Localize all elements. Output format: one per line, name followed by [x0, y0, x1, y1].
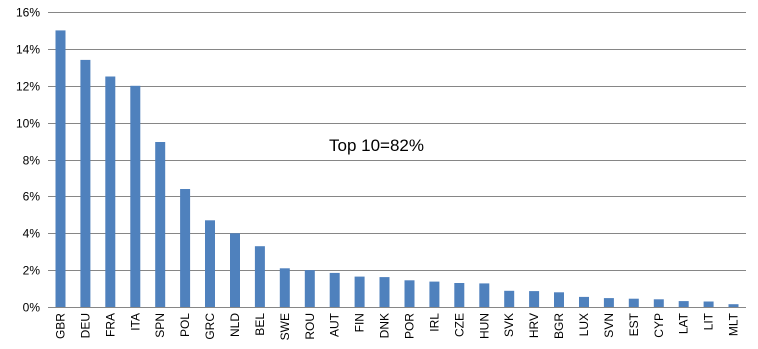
bar-cze: [454, 283, 465, 307]
bar-deu: [80, 59, 91, 308]
bar-svk: [504, 290, 515, 307]
x-tick-label: FIN: [353, 313, 367, 332]
x-tick-label: SWE: [278, 313, 292, 340]
x-tick-label: ITA: [128, 313, 142, 331]
x-tick-label: HRV: [527, 313, 541, 338]
bar-gbr: [55, 30, 66, 308]
x-tick-label: BEL: [253, 313, 267, 336]
x-tick-label: IRL: [427, 313, 441, 332]
x-tick-label: LUX: [577, 313, 591, 336]
bar-lit: [703, 301, 714, 307]
x-tick-label: EST: [627, 312, 641, 336]
bar-por: [404, 280, 415, 307]
bar-hrv: [529, 291, 540, 307]
bar-fin: [354, 276, 365, 307]
x-tick-label: CZE: [452, 313, 466, 337]
x-tick-label: MLT: [727, 312, 741, 336]
bar-dnk: [379, 277, 390, 307]
bar-hun: [479, 283, 490, 307]
y-tick-label: 2%: [23, 264, 41, 278]
bar-grc: [205, 220, 215, 307]
x-tick-label: LIT: [702, 312, 716, 330]
bar-nld: [230, 233, 240, 308]
x-axis-tick-labels: GBR DEU FRA ITA SPN POL GRC NLD BEL SWE ROU AUT FIN D…: [53, 312, 740, 340]
x-tick-label: LAT: [677, 312, 691, 334]
y-tick-label: 10%: [16, 117, 40, 131]
chart-annotation: Top 10=82%: [329, 136, 424, 155]
bar-pol: [180, 189, 191, 307]
x-tick-label: AUT: [328, 312, 342, 337]
x-tick-label: POR: [402, 313, 416, 339]
x-tick-label: GRC: [203, 313, 217, 340]
bar-fra: [105, 76, 116, 307]
bar-svn: [603, 298, 614, 307]
x-tick-label: HUN: [477, 313, 491, 339]
y-tick-label: 0%: [23, 301, 41, 315]
y-axis-tick-labels: 0% 2% 4% 6% 8% 10% 12% 14% 16%: [16, 6, 40, 315]
bar-est: [628, 298, 639, 307]
y-tick-label: 8%: [23, 154, 41, 168]
y-tick-label: 12%: [16, 80, 40, 94]
x-tick-label: SPN: [153, 313, 167, 338]
x-tick-label: DNK: [378, 313, 392, 338]
x-tick-label: FRA: [103, 313, 117, 337]
bar-ita: [130, 85, 141, 308]
bar-aut: [329, 272, 340, 307]
bar-lat: [678, 301, 689, 307]
y-tick-label: 14%: [16, 43, 40, 57]
x-tick-label: DEU: [78, 313, 92, 338]
x-tick-label: SVK: [502, 313, 516, 337]
x-tick-label: POL: [178, 313, 192, 337]
y-tick-label: 6%: [23, 190, 41, 204]
bar-mlt: [728, 304, 739, 307]
bar-swe: [279, 268, 290, 307]
bar-irl: [429, 281, 440, 307]
x-tick-label: ROU: [303, 313, 317, 340]
x-tick-label: SVN: [602, 313, 616, 338]
x-tick-label: CYP: [652, 313, 666, 338]
bar-rou: [304, 270, 315, 307]
y-tick-label: 16%: [16, 6, 40, 20]
bar-bgr: [554, 292, 564, 308]
bar-cyp: [653, 299, 664, 307]
x-tick-label: GBR: [53, 313, 67, 339]
x-tick-label: BGR: [552, 313, 566, 339]
y-tick-label: 4%: [23, 227, 41, 241]
bar-spn: [155, 142, 166, 307]
x-tick-label: NLD: [228, 313, 242, 337]
bar-lux: [579, 296, 589, 307]
bar-bel: [254, 246, 265, 307]
bars: [55, 30, 739, 308]
